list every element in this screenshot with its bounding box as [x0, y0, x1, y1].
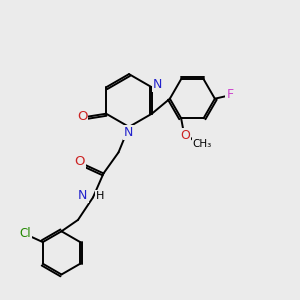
Text: O: O — [74, 155, 85, 168]
Text: CH₃: CH₃ — [193, 139, 212, 149]
Text: N: N — [78, 189, 88, 203]
Text: O: O — [77, 110, 87, 123]
Text: H: H — [95, 191, 104, 201]
Text: F: F — [226, 88, 233, 101]
Text: N: N — [124, 126, 133, 139]
Text: N: N — [153, 78, 162, 92]
Text: Cl: Cl — [19, 226, 31, 240]
Text: O: O — [180, 129, 190, 142]
